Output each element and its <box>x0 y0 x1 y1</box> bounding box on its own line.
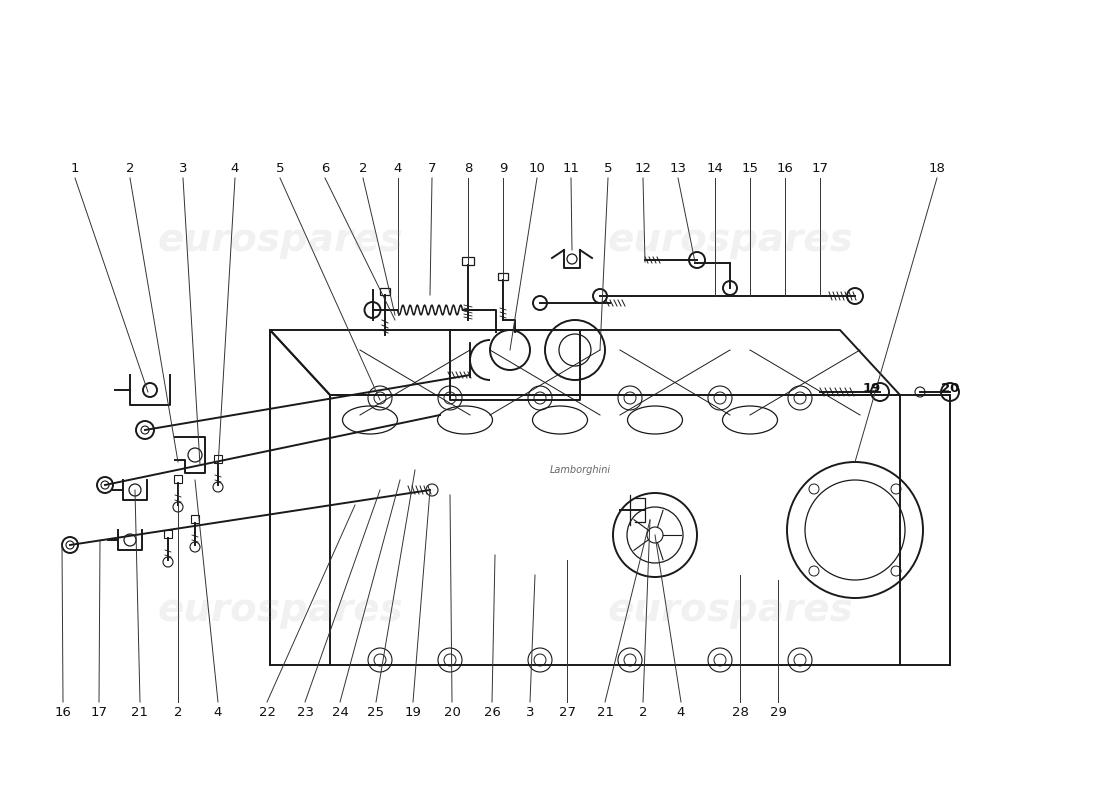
Text: 15: 15 <box>741 162 759 174</box>
Text: 18: 18 <box>928 162 945 174</box>
Text: 5: 5 <box>604 162 613 174</box>
Text: 16: 16 <box>777 162 793 174</box>
Bar <box>462 257 474 265</box>
Text: 8: 8 <box>464 162 472 174</box>
Text: 11: 11 <box>562 162 580 174</box>
Bar <box>214 455 222 463</box>
Text: 17: 17 <box>90 706 108 718</box>
Text: 19: 19 <box>862 382 881 394</box>
Text: 26: 26 <box>484 706 500 718</box>
Bar <box>379 288 390 295</box>
Text: Lamborghini: Lamborghini <box>549 465 610 475</box>
Text: 28: 28 <box>732 706 748 718</box>
Text: 4: 4 <box>676 706 685 718</box>
Bar <box>174 475 182 483</box>
Text: 21: 21 <box>132 706 148 718</box>
Text: eurospares: eurospares <box>157 591 403 629</box>
Text: 29: 29 <box>770 706 786 718</box>
Text: 13: 13 <box>670 162 686 174</box>
Text: 27: 27 <box>559 706 575 718</box>
Text: eurospares: eurospares <box>607 591 852 629</box>
Text: 10: 10 <box>529 162 546 174</box>
Text: 20: 20 <box>940 382 959 394</box>
Text: 19: 19 <box>405 706 421 718</box>
Bar <box>498 273 508 280</box>
Text: 2: 2 <box>359 162 367 174</box>
Text: 22: 22 <box>258 706 275 718</box>
Text: 17: 17 <box>812 162 828 174</box>
Text: 23: 23 <box>297 706 313 718</box>
Text: 14: 14 <box>706 162 724 174</box>
Text: 25: 25 <box>367 706 385 718</box>
Text: 12: 12 <box>635 162 651 174</box>
Text: 6: 6 <box>321 162 329 174</box>
Text: 16: 16 <box>55 706 72 718</box>
Text: 3: 3 <box>526 706 535 718</box>
Text: 7: 7 <box>428 162 437 174</box>
Bar <box>191 515 199 523</box>
Text: 9: 9 <box>498 162 507 174</box>
Text: 3: 3 <box>178 162 187 174</box>
Text: 24: 24 <box>331 706 349 718</box>
Text: 4: 4 <box>213 706 222 718</box>
Bar <box>164 530 172 538</box>
Text: 2: 2 <box>174 706 183 718</box>
Text: eurospares: eurospares <box>607 221 852 259</box>
Text: 5: 5 <box>276 162 284 174</box>
Text: 2: 2 <box>125 162 134 174</box>
Text: 4: 4 <box>394 162 403 174</box>
Text: eurospares: eurospares <box>157 221 403 259</box>
Text: 2: 2 <box>639 706 647 718</box>
Text: 4: 4 <box>231 162 239 174</box>
Text: 20: 20 <box>443 706 461 718</box>
Text: 1: 1 <box>70 162 79 174</box>
Text: 21: 21 <box>596 706 614 718</box>
